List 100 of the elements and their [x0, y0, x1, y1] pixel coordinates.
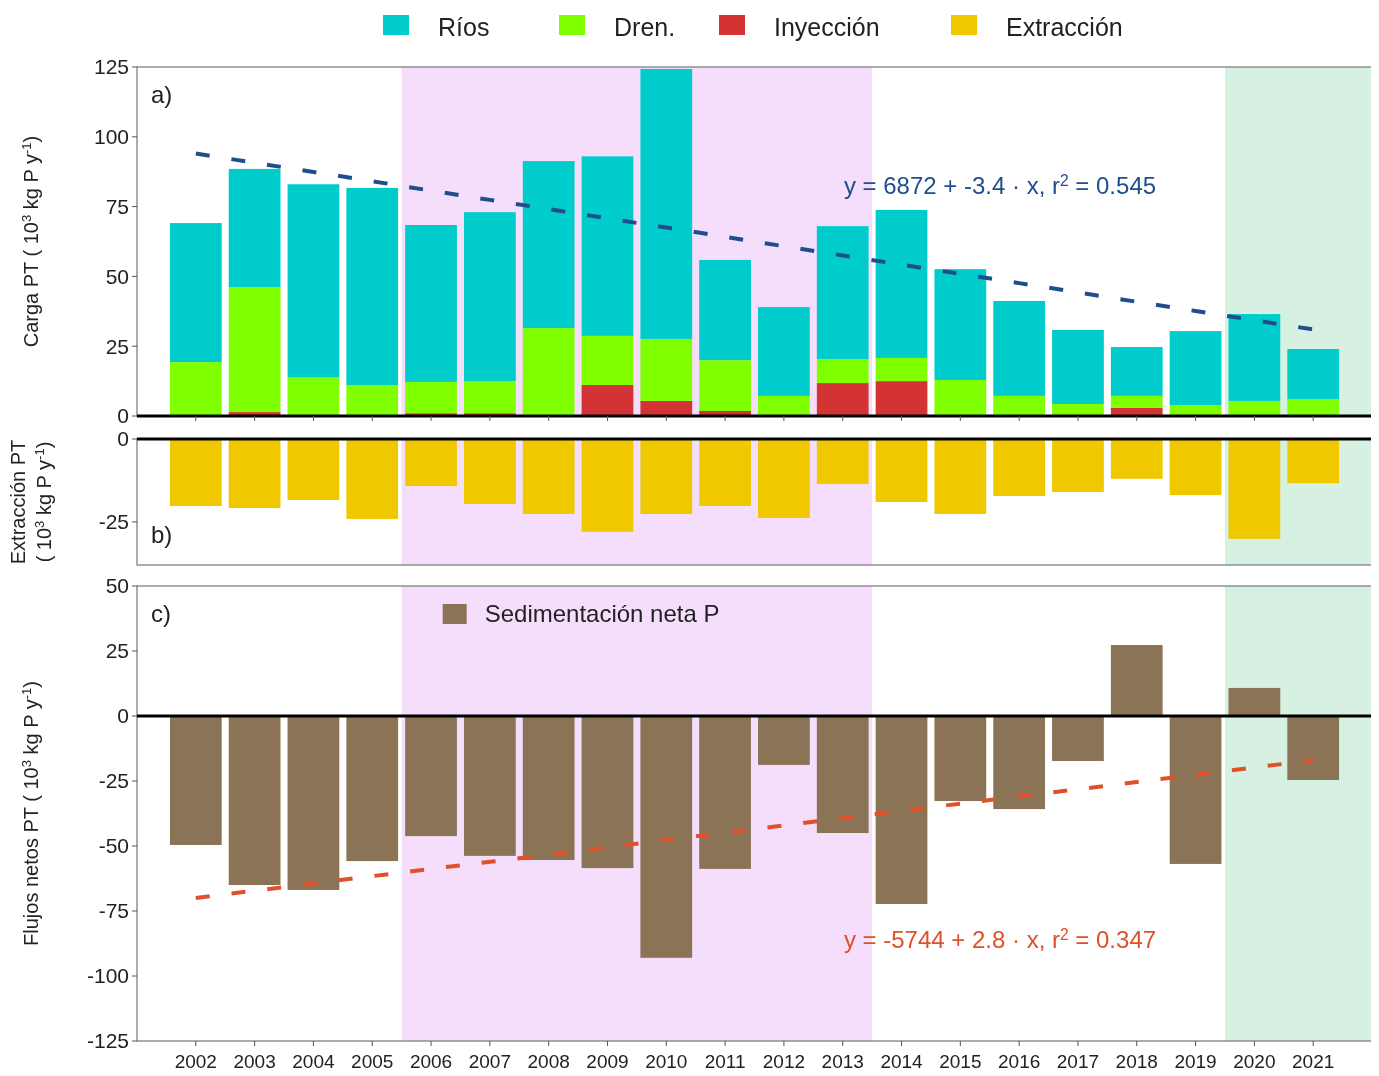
bar	[934, 269, 987, 380]
bar	[228, 716, 281, 885]
bar	[816, 383, 869, 416]
bar	[699, 360, 751, 411]
bar	[1169, 716, 1222, 864]
bar	[405, 716, 457, 837]
annotation: a)	[151, 81, 173, 108]
bar	[1110, 395, 1163, 408]
bar	[816, 716, 869, 833]
bar	[287, 184, 340, 378]
bar	[758, 716, 810, 765]
bar	[993, 395, 1046, 416]
bar	[875, 357, 928, 382]
bar	[169, 716, 222, 845]
x-tick-label: 2013	[821, 1051, 864, 1072]
annotation: c)	[151, 600, 171, 627]
bar	[581, 335, 634, 386]
bar	[875, 209, 928, 358]
y-tick-label: 125	[93, 55, 129, 79]
bar	[1052, 403, 1104, 416]
y-tick-label: 100	[93, 125, 129, 149]
bar	[1287, 348, 1340, 399]
bar	[287, 377, 340, 416]
bar	[1052, 330, 1104, 404]
y-tick-label: 0	[117, 704, 129, 728]
x-tick-label: 2011	[704, 1051, 746, 1072]
legend-label: Dren.	[614, 13, 676, 41]
bar	[1052, 716, 1104, 761]
y-tick-label: -100	[86, 964, 129, 988]
x-tick-label: 2019	[1174, 1051, 1217, 1072]
bar	[640, 716, 693, 958]
bar	[1287, 716, 1340, 780]
y-tick-label: -25	[98, 510, 129, 534]
x-tick-label: 2005	[351, 1051, 394, 1072]
bar	[758, 395, 810, 416]
bar	[463, 381, 516, 414]
y-tick-label: 0	[117, 427, 129, 451]
y-tick-label: -50	[98, 834, 129, 858]
bar	[816, 226, 869, 360]
bar	[405, 381, 457, 414]
x-tick-label: 2003	[233, 1051, 276, 1072]
x-tick-label: 2010	[645, 1051, 688, 1072]
y-tick-label: 25	[105, 639, 129, 663]
bar	[346, 385, 399, 416]
y-tick-label: -75	[98, 899, 129, 923]
x-tick-label: 2015	[939, 1051, 982, 1072]
x-tick-label: 2016	[998, 1051, 1041, 1072]
bar	[463, 716, 516, 856]
x-tick-label: 2018	[1115, 1051, 1158, 1072]
bar	[640, 338, 693, 401]
bar	[1110, 645, 1163, 716]
x-tick-label: 2009	[586, 1051, 629, 1072]
bar	[699, 259, 751, 361]
x-tick-label: 2021	[1292, 1051, 1335, 1072]
legend-label: Extracción	[1006, 13, 1123, 41]
bar	[287, 716, 340, 890]
bar	[875, 381, 928, 416]
bar	[228, 287, 281, 413]
bar	[875, 716, 928, 904]
line-series	[193, 758, 1316, 900]
bar	[1287, 398, 1340, 416]
bar	[581, 716, 634, 869]
legend-label: Inyección	[774, 13, 880, 41]
y-tick-label: 50	[105, 264, 129, 288]
bar	[463, 212, 516, 382]
x-tick-label: 2006	[409, 1051, 453, 1072]
bar	[993, 300, 1046, 396]
bar	[934, 716, 987, 802]
bar	[640, 400, 693, 416]
bar	[934, 379, 987, 416]
x-tick-label: 2012	[762, 1051, 806, 1072]
bar	[1169, 405, 1222, 416]
bar	[1228, 314, 1281, 401]
y-tick-label: 50	[105, 574, 129, 598]
x-tick-label: 2002	[174, 1051, 217, 1072]
bar	[522, 716, 575, 861]
bar	[1110, 347, 1163, 396]
x-tick-label: 2014	[880, 1051, 924, 1072]
legend-label: Sedimentación neta P	[484, 600, 720, 627]
annotation: y = -5744 + 2.8 · x, r$^{2}$ = 0.347	[843, 925, 1157, 954]
bar	[993, 716, 1046, 810]
x-tick-label: 2008	[527, 1051, 570, 1072]
y-tick-label: 75	[105, 194, 129, 218]
legend-label: Ríos	[438, 13, 490, 41]
bar	[1228, 687, 1281, 716]
bar	[758, 307, 810, 396]
annotation: y = 6872 + -3.4 · x, r$^{2}$ = 0.545	[843, 171, 1157, 199]
bar	[1169, 331, 1222, 406]
bar	[346, 187, 399, 386]
bar	[1228, 400, 1281, 416]
bar	[169, 362, 222, 416]
bar	[346, 716, 399, 862]
annotation: b)	[151, 521, 173, 548]
x-tick-label: 2017	[1056, 1051, 1100, 1072]
bar	[816, 359, 869, 384]
bar	[169, 223, 222, 363]
x-tick-label: 2007	[468, 1051, 511, 1072]
y-tick-label: 25	[105, 334, 129, 358]
bar	[228, 168, 281, 288]
y-tick-label: -25	[98, 769, 129, 793]
